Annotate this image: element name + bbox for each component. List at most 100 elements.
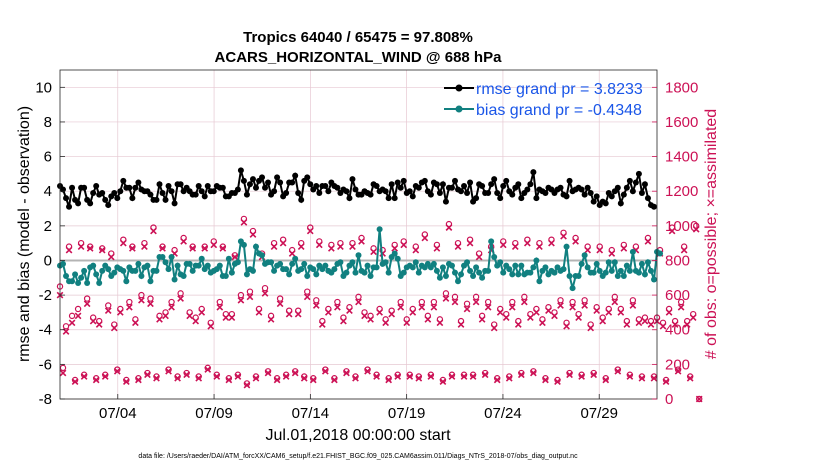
bias-point — [620, 273, 627, 280]
obs-assimilated-marker — [581, 302, 589, 309]
obs-assimilated-marker — [367, 315, 374, 323]
obs-assimilated-marker — [321, 367, 329, 375]
obs-assimilated-marker — [424, 315, 432, 323]
obs-assimilated-marker — [412, 246, 420, 254]
bias-point — [479, 274, 486, 281]
y-left-tick-label: 0 — [44, 252, 52, 269]
obs-assimilated-marker — [533, 309, 540, 316]
y-right-tick-label: 200 — [665, 356, 690, 373]
obs-assimilated-marker — [282, 373, 290, 380]
rmse-point — [289, 179, 296, 186]
obs-assimilated-marker — [569, 303, 576, 311]
bias-point — [515, 271, 522, 278]
x-tick-label: 07/09 — [195, 405, 233, 422]
rmse-point — [307, 181, 314, 188]
bias-point — [243, 271, 250, 278]
obs-assimilated-marker — [101, 373, 109, 380]
obs-assimilated-marker — [107, 253, 115, 261]
obs-assimilated-marker — [89, 317, 97, 325]
obs-assimilated-marker — [472, 298, 480, 306]
rmse-point — [204, 183, 211, 190]
rmse-point — [448, 184, 455, 191]
bias-point — [451, 269, 458, 276]
y-right-tick-label: 1600 — [665, 114, 698, 131]
obs-possible-marker — [237, 291, 245, 299]
obs-assimilated-marker — [291, 369, 299, 377]
bias-point — [259, 252, 266, 259]
x-tick-label: 07/04 — [99, 405, 137, 422]
rmse-point — [93, 183, 100, 190]
x-axis-label: Jul.01,2018 00:00:00 start — [265, 427, 451, 444]
obs-assimilated-marker — [505, 374, 513, 382]
obs-assimilated-marker — [165, 367, 172, 375]
obs-assimilated-marker — [358, 238, 365, 245]
obs-assimilated-marker — [270, 243, 278, 250]
obs-assimilated-marker — [219, 244, 227, 252]
obs-assimilated-marker — [382, 319, 390, 327]
bias-point — [147, 278, 154, 285]
obs-assimilated-marker — [334, 303, 341, 311]
rmse-point — [473, 195, 480, 202]
obs-assimilated-marker — [349, 243, 356, 250]
obs-assimilated-marker — [517, 371, 525, 379]
bias-point — [590, 269, 597, 276]
bias-point — [180, 273, 187, 280]
bias-point — [596, 267, 603, 274]
bias-point — [602, 269, 609, 276]
obs-possible-marker — [168, 298, 175, 306]
y-right-axis-ticks: 0 200 400 600 800 1000 1200 1400 1600 1800 — [652, 79, 698, 408]
obs-assimilated-marker — [276, 300, 284, 308]
obs-possible-marker — [611, 293, 618, 301]
rmse-point — [638, 189, 645, 196]
bias-point — [641, 271, 648, 278]
bias-point — [415, 269, 422, 276]
obs-possible-marker — [463, 300, 471, 307]
bias-point — [337, 259, 344, 266]
bias-point — [222, 273, 229, 280]
obs-assimilated-marker — [210, 241, 218, 249]
bias-point — [433, 267, 440, 274]
bias-point — [473, 264, 480, 271]
obs-assimilated-marker — [174, 374, 181, 382]
obs-assimilated-marker — [542, 376, 549, 384]
obs-assimilated-marker — [668, 227, 676, 235]
rmse-point — [168, 188, 175, 195]
bias-point — [292, 255, 299, 262]
obs-possible-marker — [138, 291, 145, 299]
obs-assimilated-marker — [279, 239, 287, 247]
obs-possible-marker — [313, 297, 320, 304]
rmse-point — [394, 179, 401, 186]
y-left-tick-label: 4 — [44, 183, 52, 200]
obs-assimilated-marker — [680, 246, 688, 254]
obs-possible-marker — [418, 298, 426, 306]
obs-possible-marker — [397, 298, 404, 306]
bias-point — [120, 267, 127, 274]
rmse-point — [192, 191, 199, 198]
bias-point — [81, 267, 88, 274]
obs-assimilated-marker — [445, 224, 453, 231]
obs-assimilated-marker — [180, 238, 187, 245]
obs-assimilated-marker — [294, 310, 302, 318]
rmse-point — [593, 193, 600, 200]
obs-assimilated-marker — [478, 315, 486, 323]
legend-bias-marker — [455, 105, 463, 113]
bias-point — [174, 262, 181, 269]
obs-assimilated-marker — [427, 373, 435, 380]
y-right-tick-label: 0 — [665, 391, 673, 408]
rmse-point — [210, 188, 217, 195]
rmse-point — [436, 189, 443, 196]
bias-point — [225, 255, 232, 262]
obs-assimilated-marker — [312, 302, 320, 309]
obs-assimilated-marker — [629, 302, 637, 309]
bias-point — [60, 260, 67, 267]
obs-possible-marker — [430, 298, 438, 306]
obs-assimilated-marker — [490, 324, 498, 332]
plot-frame — [59, 69, 658, 400]
obs-assimilated-marker — [650, 374, 658, 382]
obs-assimilated-marker — [222, 314, 230, 321]
obs-possible-marker — [68, 312, 76, 320]
rmse-point — [439, 181, 446, 188]
bias-point — [228, 269, 235, 276]
obs-possible-marker — [521, 293, 528, 301]
